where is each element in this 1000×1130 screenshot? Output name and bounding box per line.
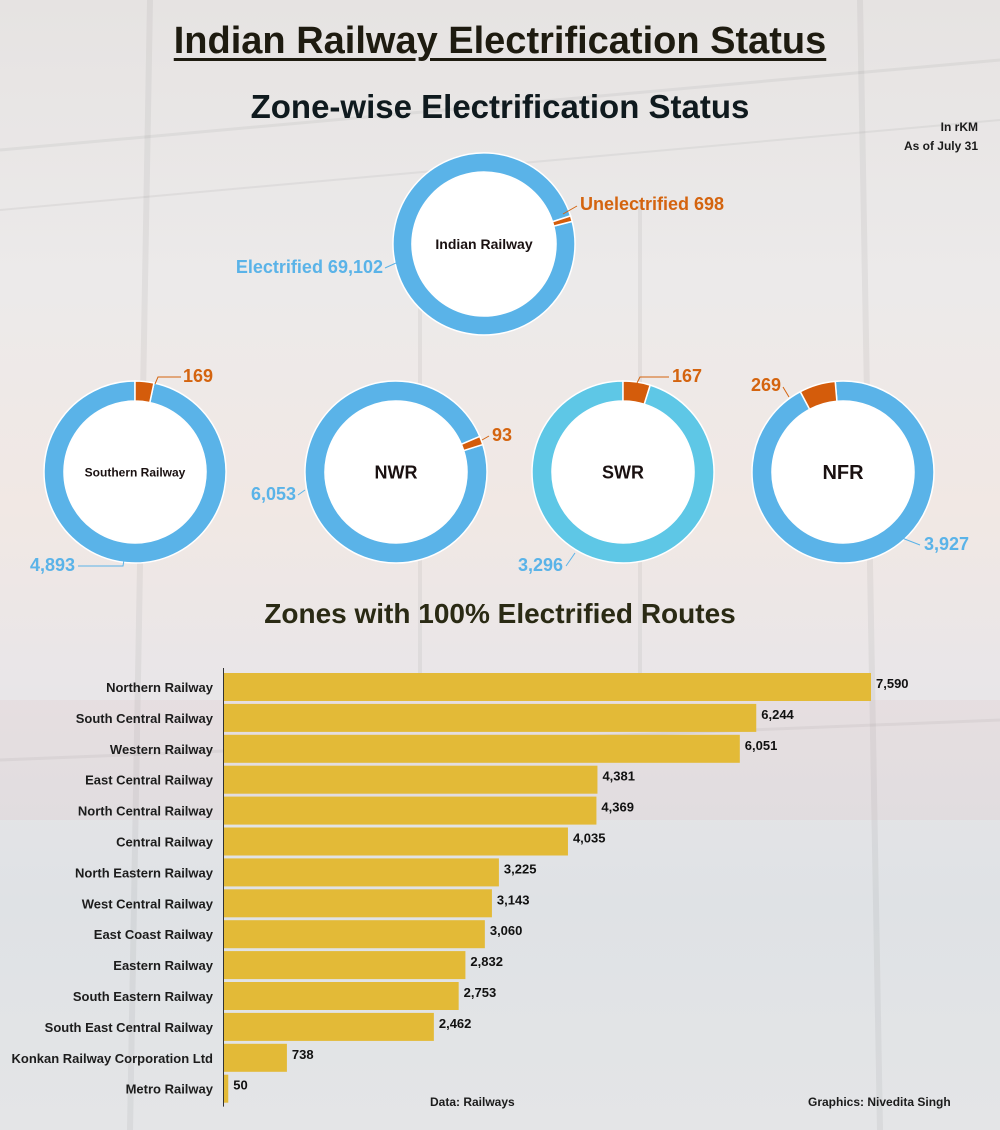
leader-electrified [384, 262, 397, 269]
page-title: Indian Railway Electrification Status [173, 20, 827, 62]
bar-category-label: Western Railway [110, 742, 214, 757]
bar [224, 734, 740, 763]
label-unelectrified: 93 [492, 425, 512, 445]
bar [224, 920, 485, 949]
bar-category-label: North Central Railway [78, 804, 214, 819]
unit-note: In rKM [940, 120, 978, 134]
slice-electrified [43, 380, 227, 564]
label-unelectrified: 269 [751, 375, 781, 395]
label-electrified: Electrified 69,102 [236, 257, 383, 277]
bar-value-label: 6,051 [745, 738, 778, 753]
donut-hole [552, 401, 694, 543]
bar-value-label: 2,753 [464, 985, 497, 1000]
bar-value-label: 7,590 [876, 676, 909, 691]
zone-section-title: Zone-wise Electrification Status [250, 88, 750, 125]
bar-value-label: 3,060 [490, 923, 523, 938]
donut-center-label: NFR [822, 462, 864, 484]
label-electrified: 6,053 [251, 484, 296, 504]
slice-electrified [531, 380, 715, 564]
label-unelectrified: 167 [672, 366, 702, 386]
source-note: Data: Railways [430, 1095, 515, 1109]
donut-nfr: NFR 3,927 269 [751, 375, 969, 564]
bar-category-label: East Central Railway [85, 773, 214, 788]
slice-unelectrified [551, 214, 574, 228]
leader-unelectrified [636, 376, 669, 384]
slice-unelectrified [134, 380, 155, 404]
bar-value-label: 4,369 [601, 800, 634, 815]
donut-indian-railway: Indian Railway Electrified 69,102 Unelectr… [236, 152, 724, 336]
bar-value-label: 738 [292, 1047, 314, 1062]
label-electrified: 4,893 [30, 555, 75, 575]
bar-category-label: Northern Railway [106, 680, 214, 695]
label-unelectrified: Unelectrified 698 [580, 194, 724, 214]
leader-electrified [901, 537, 921, 546]
bar-value-label: 2,462 [439, 1016, 472, 1031]
bar [224, 951, 466, 980]
bar [224, 1043, 287, 1072]
slice-unelectrified [460, 435, 484, 452]
bar-category-label: South Central Railway [76, 711, 214, 726]
leader-unelectrified [154, 376, 181, 385]
bar-category-label: Metro Railway [126, 1082, 214, 1097]
slice-electrified [392, 152, 576, 336]
bar [224, 1012, 434, 1041]
slice-unelectrified [799, 380, 838, 411]
donut-hole [325, 401, 467, 543]
bar [224, 1074, 229, 1103]
bar-value-label: 3,225 [504, 861, 537, 876]
donut-hole [772, 401, 914, 543]
donut-center-label: Southern Railway [85, 465, 186, 479]
donut-center-label: NWR [375, 462, 418, 482]
slice-unelectrified [622, 380, 652, 406]
bar-category-label: Central Railway [116, 835, 214, 850]
bar-category-label: Eastern Railway [113, 958, 213, 973]
bar [224, 982, 459, 1010]
bar [224, 765, 598, 794]
bar-category-label: West Central Railway [82, 896, 214, 911]
leader-unelectrified [782, 386, 790, 398]
leader-electrified [565, 552, 576, 567]
bar-value-label: 6,244 [761, 707, 794, 722]
bar [224, 673, 871, 701]
bar [224, 889, 492, 918]
donut-swr: SWR 3,296 167 [518, 366, 715, 575]
bar-category-label: South Eastern Railway [73, 989, 214, 1004]
donut-center-label: SWR [602, 462, 644, 482]
donut-hole [412, 172, 556, 316]
bar [224, 796, 597, 825]
bar-category-label: South East Central Railway [45, 1020, 214, 1035]
leader-unelectrified [481, 435, 490, 441]
leader-electrified [78, 559, 125, 567]
donut-southern-railway: Southern Railway 4,893 169 [30, 366, 227, 575]
bar-value-label: 4,381 [602, 769, 635, 784]
credit-note: Graphics: Nivedita Singh [808, 1095, 951, 1109]
bar-value-label: 3,143 [497, 892, 530, 907]
bar [224, 858, 499, 887]
bar-category-label: Konkan Railway Corporation Ltd [11, 1051, 213, 1066]
slice-electrified [304, 380, 488, 564]
leader-electrified [297, 489, 306, 496]
bar [224, 703, 757, 732]
donut-nwr: NWR 6,053 93 [251, 380, 512, 564]
bar-value-label: 2,832 [470, 954, 503, 969]
donut-hole [64, 401, 206, 543]
label-electrified: 3,296 [518, 555, 563, 575]
bar-chart: Northern Railway 7,590 South Central Railw… [11, 668, 909, 1107]
leader-unelectrified [562, 205, 578, 215]
bar-section-title: Zones with 100% Electrified Routes [264, 598, 736, 629]
bar-category-label: East Coast Railway [94, 927, 214, 942]
date-note: As of July 31 [903, 139, 978, 153]
slice-electrified [751, 380, 935, 564]
bar [224, 827, 568, 856]
donut-center-label: Indian Railway [435, 236, 532, 252]
bar-category-label: North Eastern Railway [75, 865, 214, 880]
bar-value-label: 4,035 [573, 831, 606, 846]
bar-value-label: 50 [233, 1078, 247, 1093]
label-unelectrified: 169 [183, 366, 213, 386]
label-electrified: 3,927 [924, 534, 969, 554]
